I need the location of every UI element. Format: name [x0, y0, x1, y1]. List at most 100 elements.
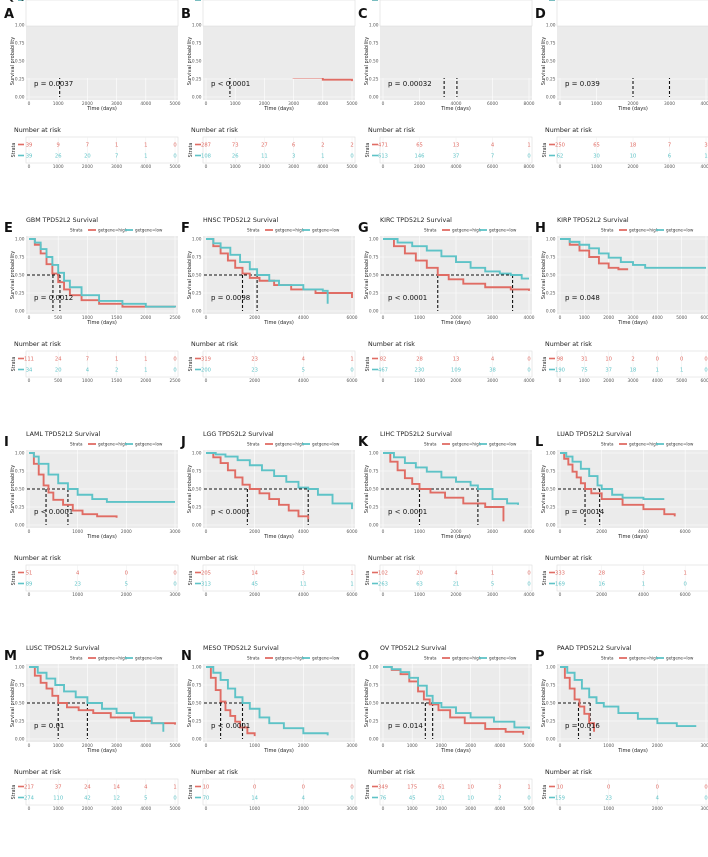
risk-low-value: 20	[55, 368, 62, 374]
risk-low-value: 16	[598, 582, 605, 588]
survival-curve-low	[206, 452, 353, 510]
risk-high-value: 0	[704, 357, 707, 363]
risk-low-value: 200	[201, 368, 211, 374]
panel-m: M LUSC TPD52L2 Survival Strata getgene=high…	[4, 645, 181, 812]
panel-title: LGG TPD52L2 Survival	[203, 431, 274, 438]
y-tick-label: 1.00	[369, 0, 379, 2]
risk-x-tick-label: 2000	[414, 164, 425, 170]
risk-x-tick-label: 4000	[671, 0, 682, 2]
risk-low-value: 169	[555, 582, 565, 588]
risk-x-tick-label: 6000	[274, 0, 285, 2]
risk-high-value: 1	[503, 0, 506, 2]
panel-title: PAAD TPD52L2 Survival	[557, 645, 632, 652]
risk-x-tick-label: 3000	[465, 806, 476, 812]
y-tick-label: 0.00	[192, 737, 202, 743]
x-tick-label: 4000	[451, 101, 462, 107]
risk-strata-label: Strata	[542, 571, 548, 586]
risk-low-value: 7	[491, 154, 494, 160]
risk-low-value: 37	[605, 368, 612, 374]
legend-high-label: getgene=high	[629, 442, 659, 447]
y-tick-label: 1.00	[546, 665, 556, 671]
x-tick-label: 4000	[524, 529, 535, 535]
panel-letter: Q	[4, 0, 15, 4]
risk-x-tick-label: 2500	[170, 378, 181, 384]
y-tick-label: 0.75	[15, 469, 25, 475]
panel-t: TTHYM TPD52L2 SurvivalStratagetgene=high…	[0, 0, 708, 78]
risk-high-value: 10	[203, 785, 210, 791]
legend-high-label: getgene=high	[275, 656, 305, 661]
panel-j: J LGG TPD52L2 Survival Strata getgene=high g…	[180, 431, 358, 598]
y-tick-label: 0.75	[192, 41, 202, 47]
risk-x-tick-label: 1000	[414, 378, 425, 384]
risk-x-tick-label: 2000	[82, 806, 93, 812]
risk-x-tick-label: 2000	[82, 164, 93, 170]
panel-s: STHCA TPD52L2 SurvivalStratagetgene=high…	[0, 0, 535, 78]
risk-high-value: 0	[302, 785, 305, 791]
risk-x-tick-label: 2000	[628, 164, 639, 170]
y-tick-label: 1.00	[546, 23, 556, 29]
y-tick-label: 0.50	[192, 273, 202, 279]
x-tick-label: 5000	[170, 743, 181, 749]
survival-curve-high	[383, 666, 525, 735]
x-axis-label: Time (days)	[440, 106, 471, 112]
risk-x-tick-label: 3000	[664, 164, 675, 170]
x-tick-label: 0	[205, 101, 208, 107]
risk-high-value: 7	[668, 143, 671, 149]
risk-x-tick-label: 1000	[82, 378, 93, 384]
y-tick-label: 0.25	[192, 0, 202, 2]
risk-high-value: 2	[321, 143, 324, 149]
risk-high-value: 73	[232, 143, 239, 149]
risk-high-value: 0	[173, 143, 176, 149]
x-tick-label: 0	[382, 101, 385, 107]
legend-title: Strata	[247, 228, 260, 233]
risk-low-value: 108	[201, 154, 211, 160]
risk-x-tick-label: 2000	[82, 0, 93, 2]
risk-low-value: 7	[253, 0, 256, 2]
risk-high-value: 27	[261, 143, 268, 149]
y-axis-label: Survival probability	[0, 0, 24, 2]
risk-high-value: 20	[416, 571, 423, 577]
risk-low-value: 159	[555, 796, 565, 802]
risk-x-tick-label: 2000	[451, 592, 462, 598]
p-value: p < 0.0001	[211, 80, 250, 88]
risk-low-value: 3	[292, 154, 295, 160]
risk-low-value: 10	[630, 154, 637, 160]
risk-x-tick-label: 1000	[53, 806, 64, 812]
risk-x-tick-label: 0	[205, 806, 208, 812]
risk-strata-label: Strata	[365, 571, 371, 586]
p-value: p = 0.016	[565, 722, 600, 730]
risk-x-tick-label: 4000	[140, 0, 151, 2]
risk-strata-label: Strata	[542, 143, 548, 158]
risk-high-value: 13	[453, 357, 460, 363]
risk-strata-label: Strata	[188, 143, 194, 158]
x-axis-label: Time (days)	[86, 320, 117, 326]
x-tick-label: 2000	[121, 529, 132, 535]
y-tick-label: 0.25	[546, 0, 556, 2]
x-tick-label: 2000	[596, 529, 607, 535]
x-tick-label: 4000	[701, 101, 708, 107]
risk-strata-label: Strata	[0, 0, 7, 2]
risk-low-value: 3	[503, 0, 506, 2]
risk-low-value: 61	[586, 0, 593, 2]
y-tick-label: 0.25	[369, 291, 379, 297]
risk-high-value: 333	[555, 571, 565, 577]
panel-q: QPRAD TPD52L2 SurvivalStratagetgene=high…	[0, 0, 181, 78]
x-tick-label: 6000	[701, 315, 708, 321]
risk-x-tick-label: 8000	[298, 0, 309, 2]
risk-low-value: 18	[630, 368, 637, 374]
y-axis-label: Survival probability	[541, 37, 547, 85]
y-tick-label: 0.25	[369, 77, 379, 83]
survival-curve-high	[206, 238, 353, 299]
x-axis-label: Time (days)	[440, 748, 471, 754]
risk-high-value: 0	[173, 357, 176, 363]
risk-high-value: 6	[292, 143, 295, 149]
risk-high-value: 1	[350, 571, 353, 577]
y-tick-label: 0.00	[15, 523, 25, 529]
y-tick-label: 0.00	[192, 523, 202, 529]
risk-table	[25, 564, 179, 592]
risk-x-tick-label: 12000	[345, 0, 359, 2]
risk-high-value: 18	[630, 143, 637, 149]
panel-letter: B	[181, 7, 191, 22]
legend-high-label: getgene=high	[98, 442, 128, 447]
risk-low-value: 89	[26, 582, 33, 588]
